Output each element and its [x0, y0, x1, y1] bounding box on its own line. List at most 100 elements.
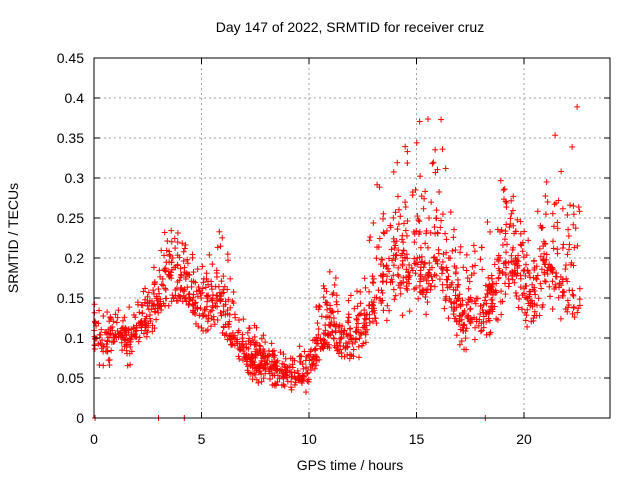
data-point	[149, 328, 156, 335]
data-point	[569, 310, 576, 317]
data-point	[409, 267, 416, 274]
data-point	[574, 242, 581, 249]
data-point	[272, 362, 279, 369]
data-point	[549, 265, 556, 272]
data-point	[411, 255, 418, 262]
data-point	[532, 291, 539, 298]
data-point	[161, 229, 168, 236]
data-point	[111, 332, 118, 339]
data-point	[311, 365, 318, 372]
data-point	[192, 279, 199, 286]
data-point	[208, 307, 215, 314]
data-point	[416, 278, 423, 285]
data-point	[431, 224, 438, 231]
data-point	[140, 288, 147, 295]
data-point	[296, 372, 303, 379]
data-point	[227, 341, 234, 348]
data-point	[406, 308, 413, 315]
data-point	[379, 279, 386, 286]
data-point	[452, 246, 459, 253]
data-point	[158, 281, 165, 288]
data-point	[273, 367, 280, 374]
data-point	[540, 256, 547, 263]
data-point	[469, 316, 476, 323]
data-point	[96, 362, 103, 369]
data-point	[467, 320, 474, 327]
data-point	[537, 280, 544, 287]
data-point	[385, 255, 392, 262]
data-point	[300, 373, 307, 380]
data-point	[225, 257, 232, 264]
data-point	[260, 332, 267, 339]
data-point	[417, 244, 424, 251]
data-point	[502, 271, 509, 278]
data-point	[466, 306, 473, 313]
data-point	[241, 354, 248, 361]
data-point	[507, 220, 514, 227]
data-point	[541, 250, 548, 257]
data-point	[104, 309, 111, 316]
data-point	[333, 339, 340, 346]
data-point	[536, 245, 543, 252]
data-point	[202, 306, 209, 313]
data-point	[324, 306, 331, 313]
data-point	[239, 331, 246, 338]
data-point	[443, 276, 450, 283]
data-point	[310, 354, 317, 361]
data-point	[479, 306, 486, 313]
data-point	[127, 344, 134, 351]
data-point	[162, 265, 169, 272]
data-point	[280, 351, 287, 358]
data-point	[455, 281, 462, 288]
data-point	[309, 337, 316, 344]
data-point	[526, 274, 533, 281]
data-point	[162, 285, 169, 292]
data-point	[304, 369, 311, 376]
data-point	[397, 279, 404, 286]
data-point	[405, 268, 412, 275]
data-point	[378, 272, 385, 279]
data-point	[130, 311, 137, 318]
data-point	[546, 283, 553, 290]
data-point	[378, 287, 385, 294]
data-point	[371, 294, 378, 301]
data-point	[91, 301, 98, 308]
data-point	[529, 281, 536, 288]
data-point	[558, 168, 565, 175]
data-point	[472, 324, 479, 331]
data-point	[165, 302, 172, 309]
data-point	[108, 347, 115, 354]
data-point	[380, 307, 387, 314]
data-point	[451, 263, 458, 270]
data-point	[379, 256, 386, 263]
data-point	[442, 230, 449, 237]
data-point	[498, 311, 505, 318]
data-point	[547, 293, 554, 300]
data-point	[162, 286, 169, 293]
data-point	[394, 226, 401, 233]
data-point	[265, 353, 272, 360]
data-point	[180, 258, 187, 265]
data-point	[143, 322, 150, 329]
data-point	[445, 315, 452, 322]
data-point	[226, 333, 233, 340]
data-point	[239, 338, 246, 345]
data-point	[243, 353, 250, 360]
data-point	[227, 275, 234, 282]
data-point	[313, 340, 320, 347]
data-point	[185, 301, 192, 308]
data-point	[235, 327, 242, 334]
data-point	[564, 211, 571, 218]
data-point	[520, 254, 527, 261]
data-point	[439, 146, 446, 153]
data-point	[434, 229, 441, 236]
data-point	[344, 333, 351, 340]
data-point	[107, 325, 114, 332]
data-point	[272, 382, 279, 389]
data-point	[291, 369, 298, 376]
data-point	[502, 260, 509, 267]
data-point	[399, 312, 406, 319]
data-point	[357, 331, 364, 338]
data-point	[438, 217, 445, 224]
data-point	[443, 264, 450, 271]
